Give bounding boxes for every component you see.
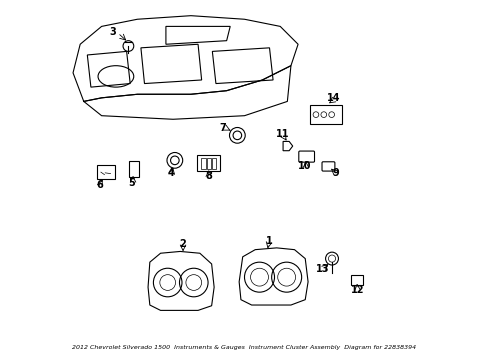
Text: 2: 2	[179, 239, 186, 249]
Text: 3: 3	[109, 27, 116, 37]
Text: 13: 13	[315, 264, 328, 274]
Text: 4: 4	[167, 168, 174, 178]
Text: 14: 14	[326, 93, 340, 103]
Text: 8: 8	[205, 171, 212, 181]
Text: 11: 11	[276, 129, 289, 139]
Text: 10: 10	[297, 161, 311, 171]
Text: 5: 5	[128, 178, 135, 188]
Text: 1: 1	[265, 236, 272, 246]
Text: 9: 9	[331, 168, 338, 178]
Text: 7: 7	[219, 123, 226, 133]
Text: 6: 6	[96, 180, 103, 190]
Text: 2012 Chevrolet Silverado 1500  Instruments & Gauges  Instrument Cluster Assembly: 2012 Chevrolet Silverado 1500 Instrument…	[72, 345, 416, 350]
Text: 12: 12	[351, 285, 364, 295]
